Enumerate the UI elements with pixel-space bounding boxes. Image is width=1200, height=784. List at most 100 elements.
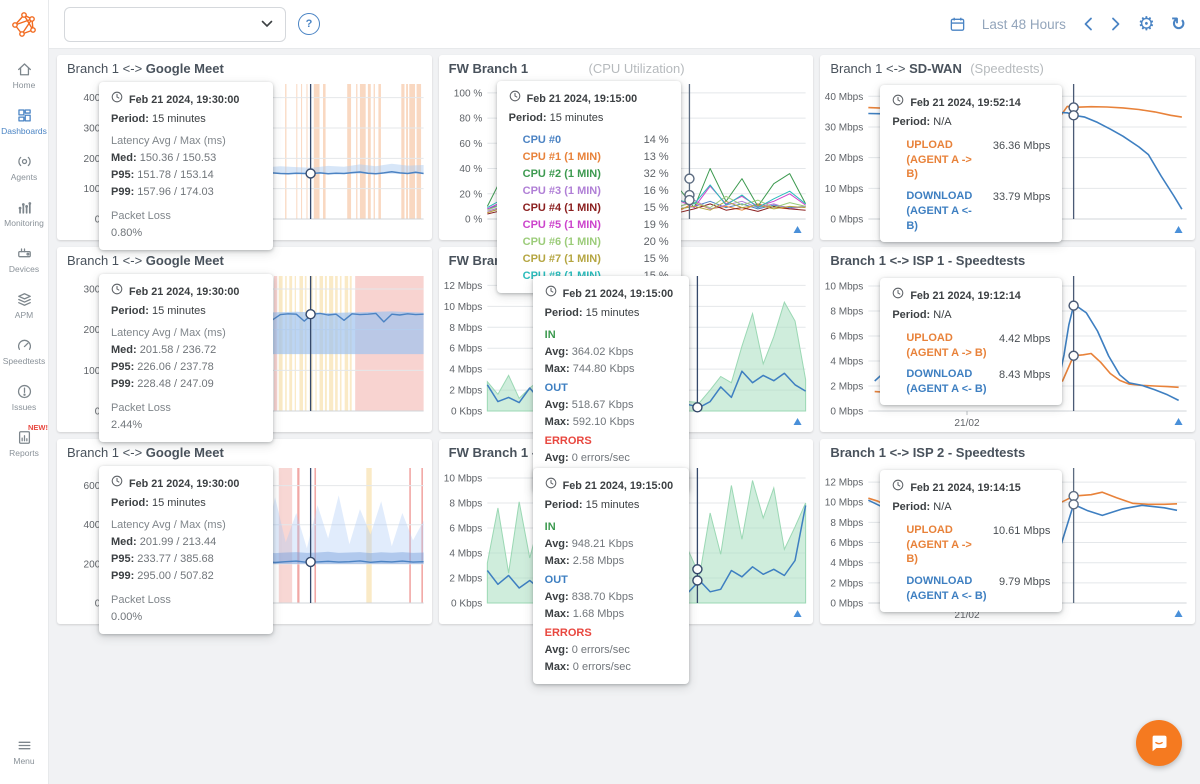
chart-card-2: FW Branch 1(CPU Utilization)0 %20 %40 %6… bbox=[439, 55, 814, 240]
tooltip-group-row: Max: 0 errors/sec bbox=[545, 659, 677, 676]
tooltip-speed-row: UPLOAD (AGENT A -> B)36.36 Mbps bbox=[892, 138, 1050, 183]
clock-icon bbox=[111, 283, 123, 301]
tooltip-group-header: ERRORS bbox=[545, 433, 677, 450]
svg-text:10 Mbps: 10 Mbps bbox=[825, 184, 864, 195]
tooltip-packetloss-header: Packet Loss bbox=[111, 592, 261, 609]
refresh-icon[interactable]: ↻ bbox=[1171, 14, 1186, 35]
menu-icon bbox=[16, 737, 33, 754]
sidebar-item-apm[interactable]: APM bbox=[0, 282, 48, 328]
svg-text:20 Mbps: 20 Mbps bbox=[825, 153, 864, 164]
svg-text:0 Mbps: 0 Mbps bbox=[831, 215, 864, 226]
svg-text:2 Mbps: 2 Mbps bbox=[449, 574, 482, 585]
svg-text:0 %: 0 % bbox=[465, 215, 482, 226]
help-button[interactable]: ? bbox=[298, 13, 320, 35]
clock-icon bbox=[545, 285, 557, 303]
svg-text:2 Mbps: 2 Mbps bbox=[831, 578, 864, 589]
tooltip-latency-row: Med: 201.99 / 213.44 bbox=[111, 534, 261, 551]
home-icon bbox=[16, 61, 33, 78]
sidebar-item-label: Speedtests bbox=[3, 356, 46, 366]
sidebar-item-label: APM bbox=[15, 310, 33, 320]
chat-bubble-icon bbox=[1148, 732, 1170, 754]
chart-card-title: Branch 1 <-> Google Meet bbox=[57, 439, 432, 465]
svg-text:4 Mbps: 4 Mbps bbox=[449, 549, 482, 560]
sidebar-item-dashboards[interactable]: Dashboards bbox=[0, 98, 48, 144]
settings-gear-icon[interactable]: ⚙ bbox=[1138, 13, 1155, 35]
svg-text:21/02: 21/02 bbox=[955, 418, 981, 429]
clock-icon bbox=[892, 479, 904, 497]
sidebar-item-monitoring[interactable]: Monitoring bbox=[0, 190, 48, 236]
tooltip-timestamp: Feb 21 2024, 19:30:00 bbox=[111, 91, 261, 109]
tooltip-group-row: Max: 592.10 Kbps bbox=[545, 414, 677, 431]
tooltip-latency-row: Med: 150.36 / 150.53 bbox=[111, 150, 261, 167]
tooltip-latency-row: P95: 151.78 / 153.14 bbox=[111, 167, 261, 184]
svg-text:10 Mbps: 10 Mbps bbox=[825, 282, 864, 293]
svg-text:20 %: 20 % bbox=[459, 189, 482, 200]
chart-card-title: Branch 1 <-> SD-WAN(Speedtests) bbox=[820, 55, 1195, 81]
menu-label: Menu bbox=[13, 756, 34, 766]
svg-text:6 Mbps: 6 Mbps bbox=[449, 524, 482, 535]
svg-text:8 Mbps: 8 Mbps bbox=[449, 499, 482, 510]
tooltip-latency-header: Latency Avg / Max (ms) bbox=[111, 517, 261, 534]
sidebar-menu-button[interactable]: Menu bbox=[0, 728, 48, 774]
topbar: ? Last 48 Hours ⚙ ↻ bbox=[48, 0, 1200, 49]
tooltip-period: Period: N/A bbox=[892, 499, 1050, 516]
svg-text:0 Mbps: 0 Mbps bbox=[831, 407, 864, 418]
tooltip-cpu-row: CPU #3 (1 MIN)16 % bbox=[509, 183, 669, 200]
tooltip-date-text: Feb 21 2024, 19:52:14 bbox=[910, 95, 1020, 112]
chat-button[interactable] bbox=[1136, 720, 1182, 766]
chart-tooltip: Feb 21 2024, 19:15:00Period: 15 minutesC… bbox=[497, 81, 681, 293]
sidebar-item-issues[interactable]: Issues bbox=[0, 374, 48, 420]
prev-period-button[interactable] bbox=[1082, 16, 1094, 32]
calendar-icon[interactable] bbox=[949, 16, 966, 33]
sidebar-item-devices[interactable]: Devices bbox=[0, 236, 48, 282]
chart-tooltip: Feb 21 2024, 19:15:00Period: 15 minutesI… bbox=[533, 276, 689, 492]
chart-card-title: FW Branch 1(CPU Utilization) bbox=[439, 55, 814, 81]
svg-text:6 Mbps: 6 Mbps bbox=[449, 344, 482, 355]
tooltip-period: Period: 15 minutes bbox=[545, 305, 677, 322]
svg-text:10 Mbps: 10 Mbps bbox=[443, 474, 482, 485]
tooltip-date-text: Feb 21 2024, 19:30:00 bbox=[129, 476, 239, 493]
tooltip-speed-row: DOWNLOAD (AGENT A <- B)33.79 Mbps bbox=[892, 189, 1050, 234]
chart-title: Google Meet bbox=[146, 253, 224, 268]
chart-title-prefix: Branch 1 <-> bbox=[830, 61, 909, 76]
tooltip-period: Period: 15 minutes bbox=[111, 111, 261, 128]
tooltip-timestamp: Feb 21 2024, 19:30:00 bbox=[111, 283, 261, 301]
tooltip-latency-row: P99: 228.48 / 247.09 bbox=[111, 376, 261, 393]
clock-icon bbox=[509, 90, 521, 108]
tooltip-group-row: Avg: 948.21 Kbps bbox=[545, 536, 677, 553]
svg-text:12 Mbps: 12 Mbps bbox=[443, 281, 482, 292]
speedtests-icon bbox=[16, 337, 33, 354]
next-period-button[interactable] bbox=[1110, 16, 1122, 32]
chart-title: Google Meet bbox=[146, 445, 224, 460]
chart-tooltip: Feb 21 2024, 19:52:14Period: N/AUPLOAD (… bbox=[880, 85, 1062, 242]
tooltip-timestamp: Feb 21 2024, 19:30:00 bbox=[111, 475, 261, 493]
agents-icon bbox=[16, 153, 33, 170]
devices-icon bbox=[16, 245, 33, 262]
chart-card-title: Branch 1 <-> Google Meet bbox=[57, 247, 432, 273]
tooltip-latency-row: Med: 201.58 / 236.72 bbox=[111, 342, 261, 359]
app-logo[interactable] bbox=[0, 0, 48, 48]
chart-title: FW Branch 1 bbox=[449, 61, 528, 76]
sidebar-item-agents[interactable]: Agents bbox=[0, 144, 48, 190]
svg-text:2 Mbps: 2 Mbps bbox=[831, 382, 864, 393]
tooltip-speed-row: UPLOAD (AGENT A -> B)10.61 Mbps bbox=[892, 523, 1050, 568]
date-range-label[interactable]: Last 48 Hours bbox=[982, 17, 1066, 32]
tooltip-group-header: OUT bbox=[545, 572, 677, 589]
dashboard-select[interactable] bbox=[64, 7, 286, 42]
chart-card-9: Branch 1 <-> ISP 2 - Speedtests0 Mbps2 M… bbox=[820, 439, 1195, 624]
sidebar-item-speedtests[interactable]: Speedtests bbox=[0, 328, 48, 374]
sidebar-item-label: Agents bbox=[11, 172, 37, 182]
tooltip-packetloss-value: 2.44% bbox=[111, 417, 261, 434]
svg-text:0 Kbps: 0 Kbps bbox=[451, 407, 482, 418]
chart-title-prefix: Branch 1 <-> bbox=[67, 61, 146, 76]
clock-icon bbox=[892, 287, 904, 305]
tooltip-group-header: IN bbox=[545, 519, 677, 536]
help-label: ? bbox=[306, 18, 313, 30]
sidebar-item-reports[interactable]: NEW!Reports bbox=[0, 420, 48, 466]
chart-tooltip: Feb 21 2024, 19:30:00Period: 15 minutesL… bbox=[99, 82, 273, 250]
tooltip-packetloss-value: 0.80% bbox=[111, 225, 261, 242]
sidebar-item-home[interactable]: Home bbox=[0, 52, 48, 98]
svg-text:6 Mbps: 6 Mbps bbox=[831, 332, 864, 343]
tooltip-speed-row: UPLOAD (AGENT A -> B)4.42 Mbps bbox=[892, 331, 1050, 361]
dashboard-grid: Branch 1 <-> Google Meet010020030040021/… bbox=[57, 55, 1195, 624]
